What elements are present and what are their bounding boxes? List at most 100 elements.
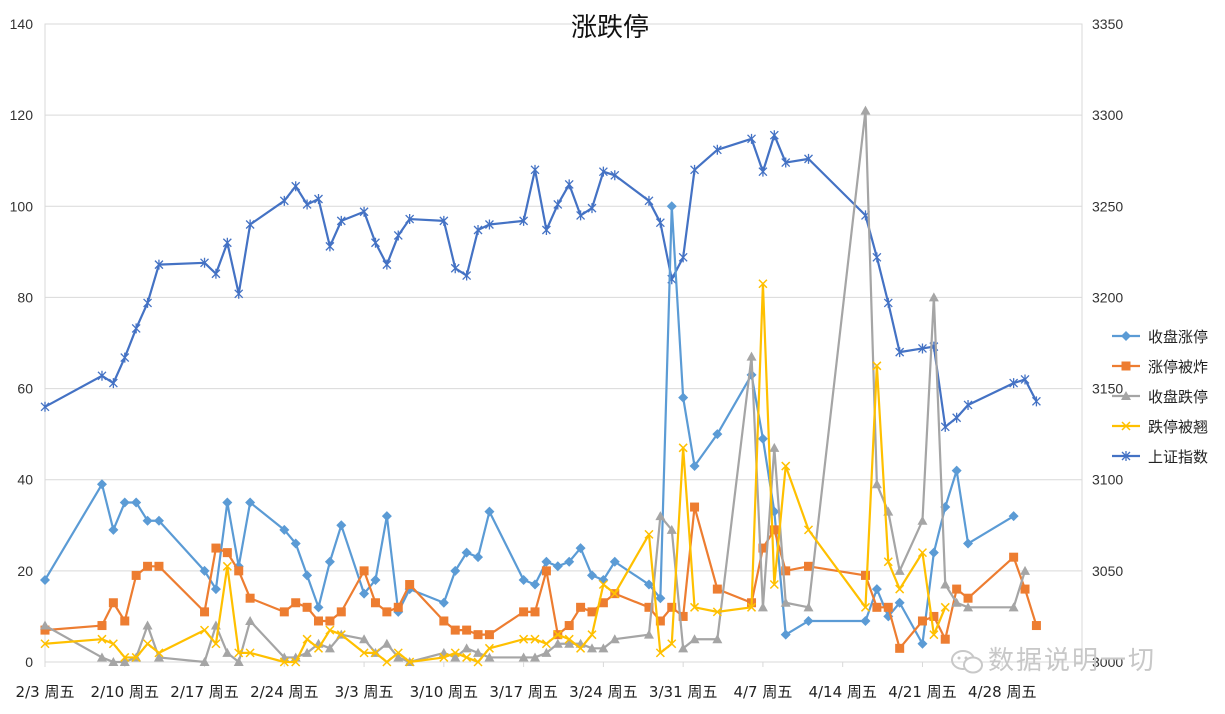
data-point — [120, 616, 130, 626]
data-point — [689, 461, 700, 472]
data-point — [712, 607, 722, 617]
data-point — [473, 552, 484, 563]
data-point — [678, 443, 688, 453]
data-point — [803, 615, 814, 626]
data-point — [860, 602, 871, 612]
data-point — [131, 570, 141, 580]
data-point — [438, 597, 449, 608]
data-point — [655, 593, 666, 604]
data-point — [940, 634, 950, 644]
data-point — [120, 652, 130, 662]
data-point — [120, 352, 130, 363]
data-point — [871, 479, 882, 489]
data-point — [918, 343, 927, 354]
data-point — [643, 629, 654, 639]
data-point — [917, 638, 928, 649]
data-point — [200, 257, 209, 268]
data-point — [97, 370, 107, 381]
data-point — [894, 597, 905, 608]
data-point — [450, 263, 460, 274]
y-left-tick-label: 40 — [17, 472, 33, 488]
data-point — [541, 224, 551, 235]
data-point — [393, 230, 403, 241]
data-point — [222, 548, 232, 558]
data-point — [325, 241, 335, 252]
data-point — [450, 652, 461, 662]
data-point — [689, 634, 700, 644]
data-point — [758, 166, 768, 177]
data-point — [462, 652, 472, 662]
data-point — [336, 520, 347, 531]
x-tick-label: 4/7 周五 — [733, 683, 792, 701]
data-point — [872, 361, 882, 371]
y-left-tick-label: 120 — [10, 107, 34, 123]
data-point — [484, 652, 495, 662]
watermark-text: 数据说明一切 — [988, 646, 1157, 676]
data-point — [473, 657, 483, 667]
data-point — [963, 399, 973, 410]
data-point — [690, 502, 700, 512]
legend-marker — [1121, 451, 1131, 461]
data-point — [313, 643, 324, 653]
data-point — [781, 461, 791, 471]
data-point — [290, 538, 301, 549]
data-point — [40, 639, 50, 649]
y-right-tick-label: 3200 — [1092, 289, 1123, 305]
data-point — [325, 625, 335, 635]
data-point — [279, 657, 289, 667]
data-point — [154, 259, 164, 270]
data-point — [576, 210, 586, 221]
wechat-icon — [951, 649, 983, 673]
data-point — [131, 323, 141, 334]
data-point — [211, 268, 221, 279]
data-point — [1009, 552, 1019, 562]
x-tick-label: 4/14 周五 — [808, 683, 876, 701]
data-point — [1031, 621, 1041, 631]
data-point — [952, 584, 962, 594]
data-point — [883, 297, 893, 308]
data-point — [883, 602, 893, 612]
x-tick-label: 4/28 周五 — [968, 683, 1036, 701]
data-point — [154, 561, 164, 571]
data-point — [233, 657, 244, 666]
legend-marker — [1121, 331, 1131, 341]
data-point — [758, 543, 768, 553]
data-point — [450, 565, 461, 576]
x-tick-label: 3/17 周五 — [489, 683, 557, 701]
data-point — [314, 193, 323, 204]
data-point — [667, 639, 677, 649]
data-point — [518, 652, 529, 662]
data-point — [450, 648, 460, 658]
data-point — [609, 556, 620, 567]
data-point — [279, 607, 289, 617]
chart-title: 涨跌停 — [571, 13, 649, 43]
data-point — [222, 237, 232, 248]
data-point — [951, 597, 962, 607]
data-point — [439, 616, 449, 626]
data-point — [519, 215, 529, 226]
data-point — [382, 657, 392, 667]
data-point — [564, 634, 574, 644]
data-point — [598, 579, 608, 590]
data-point — [690, 602, 700, 612]
data-point — [803, 525, 814, 535]
data-point — [940, 579, 951, 589]
data-point — [1020, 374, 1030, 385]
data-point — [564, 179, 574, 190]
data-point — [895, 584, 905, 594]
data-point — [860, 105, 871, 115]
y-left-tick-label: 100 — [10, 198, 34, 214]
data-point — [108, 524, 119, 535]
data-point — [108, 598, 118, 608]
data-point — [222, 497, 233, 508]
legend-item-label: 上证指数 — [1148, 448, 1208, 466]
data-point — [712, 144, 722, 155]
data-point — [108, 639, 118, 649]
data-point — [473, 630, 483, 640]
x-tick-label: 3/31 周五 — [649, 683, 717, 701]
data-point — [245, 593, 255, 603]
data-point — [643, 579, 654, 590]
x-tick-label: 3/24 周五 — [569, 683, 637, 701]
data-point — [439, 652, 449, 662]
data-point — [382, 259, 392, 270]
